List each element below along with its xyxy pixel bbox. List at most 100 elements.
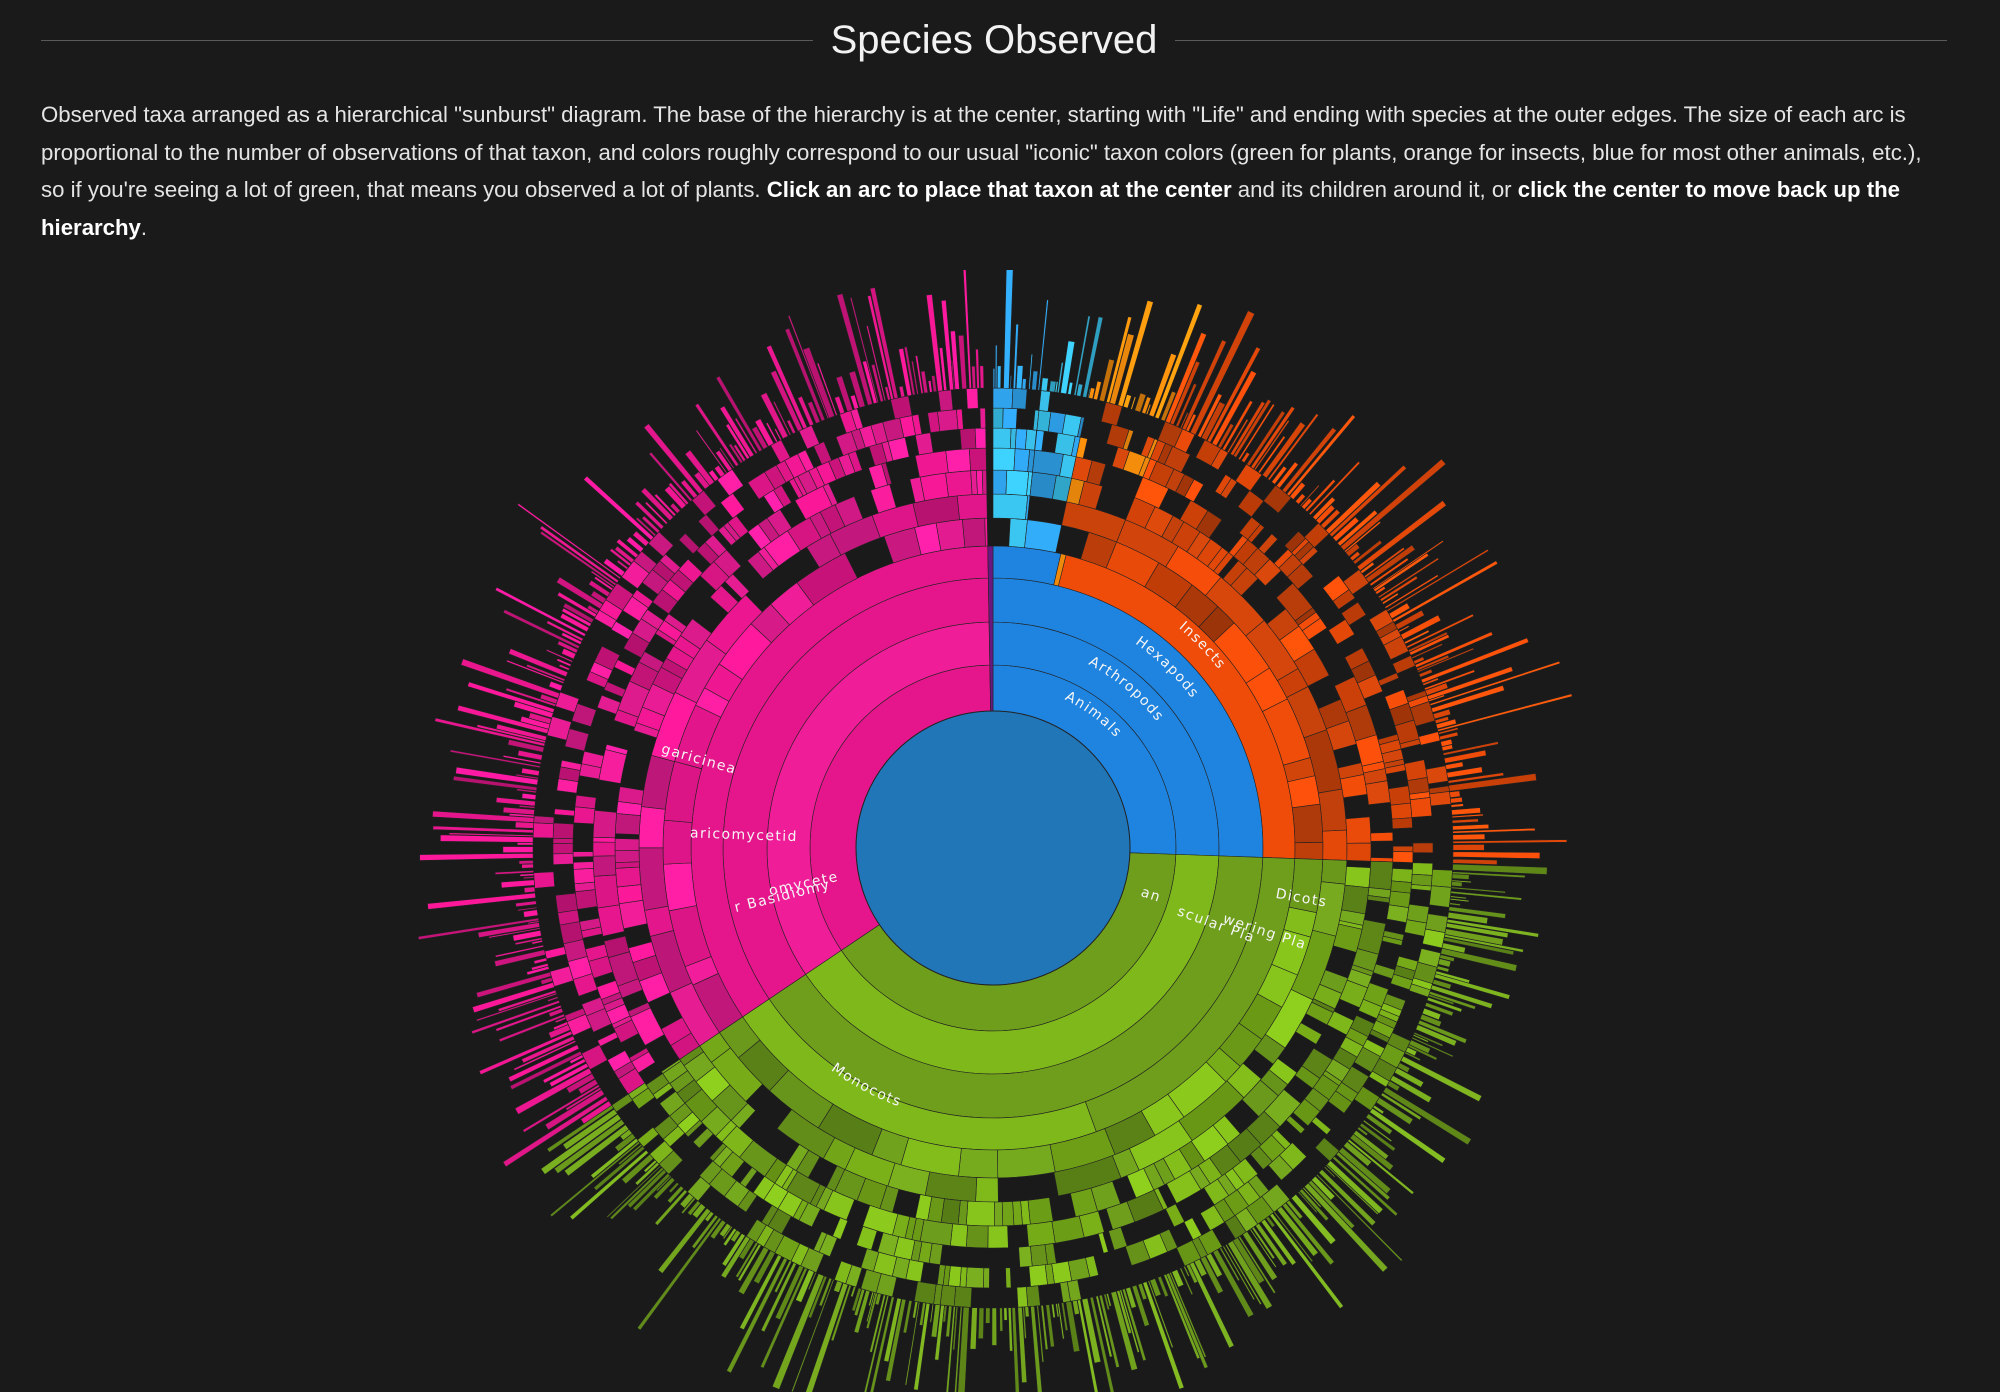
arc-species-fungi[interactable]	[521, 863, 534, 869]
arc-species-fungi[interactable]	[573, 806, 596, 825]
arc-species-fungi[interactable]	[509, 1050, 583, 1091]
arc-species-plants[interactable]	[1431, 869, 1453, 888]
arc-species-plants[interactable]	[1005, 1267, 1012, 1289]
arc-species-fungi[interactable]	[586, 604, 600, 615]
arc-species-plants[interactable]	[957, 1306, 970, 1392]
arc-species-insects[interactable]	[1442, 741, 1499, 756]
arc-species-animals[interactable]	[1037, 299, 1049, 391]
arc-species-insects[interactable]	[1229, 400, 1266, 457]
arc-species-insects[interactable]	[1391, 817, 1413, 830]
arc-species-plants[interactable]	[1089, 1296, 1121, 1392]
arc-species-plants[interactable]	[1055, 1303, 1060, 1318]
arc-species-fungi[interactable]	[976, 469, 984, 495]
arc-species-fungi[interactable]	[616, 559, 629, 570]
arc-species-animals[interactable]	[992, 427, 1012, 449]
arc-species-fungi[interactable]	[521, 1035, 576, 1064]
arc-species-fungi[interactable]	[488, 927, 541, 939]
arc-species-plants[interactable]	[1368, 860, 1394, 891]
arc-species-fungi[interactable]	[588, 579, 611, 598]
arc-species-fungi[interactable]	[725, 423, 751, 460]
arc-species-animals[interactable]	[1011, 388, 1028, 410]
arc-species-fungi[interactable]	[604, 744, 629, 756]
arc-species-plants[interactable]	[807, 1271, 817, 1291]
arc-species-plants[interactable]	[1303, 1182, 1389, 1273]
arc-species-insects[interactable]	[1275, 461, 1299, 489]
arc-species-plants[interactable]	[1424, 1002, 1454, 1017]
arc-species-fungi[interactable]	[572, 861, 594, 870]
arc-species-fungi[interactable]	[920, 370, 929, 394]
arc-species-insects[interactable]	[1451, 813, 1484, 819]
arc-species-plants[interactable]	[1369, 1107, 1447, 1164]
arc-species-insects-amber[interactable]	[1105, 316, 1133, 404]
arc-species-plants[interactable]	[861, 1295, 890, 1392]
arc-species-plants[interactable]	[867, 1296, 895, 1392]
arc-species-fungi[interactable]	[766, 508, 793, 537]
arc-species-plants[interactable]	[1335, 1151, 1391, 1201]
arc-species-plants[interactable]	[991, 1307, 998, 1346]
arc-species-plants[interactable]	[1285, 1115, 1306, 1135]
arc-species-plants[interactable]	[1412, 1033, 1430, 1043]
arc-species-plants[interactable]	[865, 1292, 876, 1323]
arc-species-insects[interactable]	[1373, 552, 1430, 593]
arc-species-plants[interactable]	[1415, 1024, 1458, 1047]
arc-species-fungi[interactable]	[475, 971, 552, 999]
arc-species-fungi[interactable]	[638, 806, 666, 849]
arc-species-fungi[interactable]	[523, 909, 539, 918]
arc-species-plants[interactable]	[818, 1277, 833, 1307]
arc-species-plants[interactable]	[590, 1137, 639, 1179]
arc-species-fungi[interactable]	[945, 448, 971, 473]
arc-species-insects[interactable]	[1420, 637, 1530, 684]
arc-species-fungi[interactable]	[979, 407, 986, 429]
arc-species-insects[interactable]	[1247, 523, 1265, 544]
arc-species-insects[interactable]	[1452, 851, 1541, 859]
arc-species-animals[interactable]	[992, 368, 996, 389]
sunburst-center[interactable]	[855, 710, 1131, 986]
arc-species-plants[interactable]	[1323, 1166, 1336, 1178]
arc-species-fungi[interactable]	[477, 922, 541, 938]
arc-species-fungi[interactable]	[797, 449, 815, 473]
arc-species-plants[interactable]	[997, 1144, 1056, 1179]
arc-species-plants[interactable]	[1372, 963, 1396, 980]
arc-species-plants[interactable]	[1124, 1239, 1151, 1266]
arc-species-fungi[interactable]	[634, 500, 665, 530]
arc-species-plants[interactable]	[1343, 1141, 1373, 1167]
arc-species-fungi[interactable]	[648, 451, 693, 502]
arc-species-fungi[interactable]	[616, 884, 644, 905]
arc-species-fungi[interactable]	[796, 552, 858, 606]
arc-species-plants[interactable]	[621, 1153, 655, 1185]
arc-species-fungi[interactable]	[956, 408, 964, 430]
arc-species-plants[interactable]	[885, 1298, 907, 1382]
arc-species-fungi[interactable]	[495, 723, 548, 742]
arc-species-plants[interactable]	[609, 1166, 665, 1221]
arc-species-plants[interactable]	[1297, 1190, 1318, 1214]
arc-species-fungi[interactable]	[561, 607, 592, 628]
arc-species-cyan[interactable]	[1032, 449, 1064, 477]
arc-species-fungi[interactable]	[937, 409, 959, 432]
arc-species-plants[interactable]	[1166, 1170, 1202, 1204]
arc-species-fungi[interactable]	[911, 414, 923, 436]
arc-species-cyan[interactable]	[1067, 381, 1074, 395]
arc-species-fungi[interactable]	[848, 370, 866, 409]
arc-species-fungi[interactable]	[546, 620, 584, 642]
arc-species-fungi[interactable]	[519, 873, 535, 877]
arc-species-plants[interactable]	[851, 1287, 862, 1312]
arc-species-insects[interactable]	[1429, 660, 1561, 707]
arc-species-insects[interactable]	[1237, 490, 1265, 518]
arc-species-fungi[interactable]	[553, 808, 575, 817]
arc-species-plants[interactable]	[737, 1243, 762, 1282]
arc-species-plants[interactable]	[833, 1280, 843, 1293]
arc-species-fungi[interactable]	[602, 557, 626, 577]
arc-species-cyan[interactable]	[1029, 471, 1057, 500]
arc-species-fungi[interactable]	[572, 851, 594, 858]
arc-species-fungi[interactable]	[772, 400, 792, 436]
arc-species-plants[interactable]	[1450, 890, 1523, 901]
arc-species-plants[interactable]	[1267, 1154, 1294, 1181]
arc-species-plants[interactable]	[1273, 1211, 1314, 1263]
arc-species-plants[interactable]	[1003, 1307, 1008, 1321]
arc-species-plants[interactable]	[1332, 1155, 1399, 1217]
arc-species-fungi[interactable]	[959, 428, 977, 450]
arc-species-fungi[interactable]	[870, 363, 884, 403]
arc-species-plants[interactable]	[1349, 1133, 1395, 1171]
arc-species-plants[interactable]	[1432, 978, 1452, 990]
arc-species-plants[interactable]	[853, 1288, 866, 1317]
